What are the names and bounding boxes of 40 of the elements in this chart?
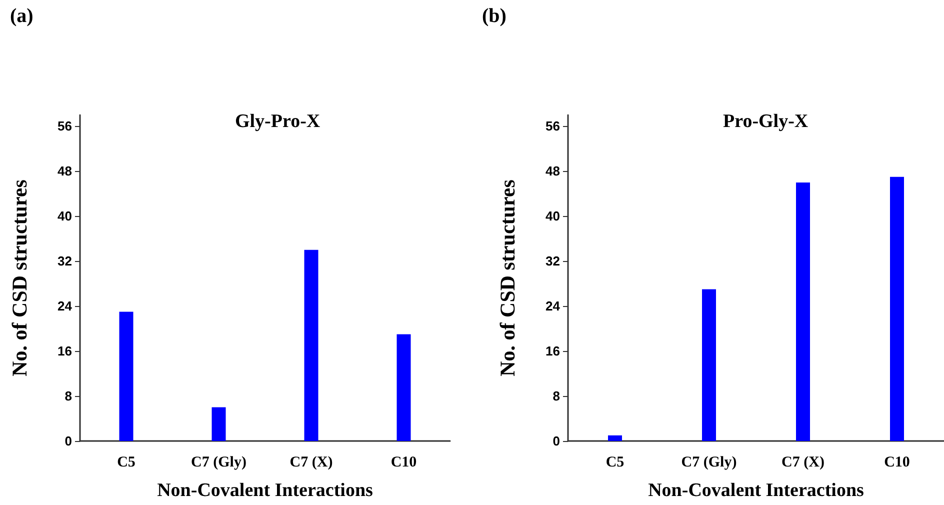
y-tick-label: 8 [552, 388, 560, 404]
y-tick-label: 24 [546, 298, 561, 314]
x-tick-label: C7 (Gly) [191, 454, 246, 470]
bar [796, 182, 810, 441]
chart-title: Pro-Gly-X [723, 111, 808, 132]
bar [702, 289, 716, 441]
y-tick-label: 48 [546, 164, 560, 179]
x-tick-label: C5 [606, 454, 624, 470]
x-tick-label: C7 (Gly) [681, 454, 737, 470]
x-tick-label: C7 (X) [290, 454, 333, 470]
y-tick-label: 32 [58, 254, 72, 269]
x-axis-title: Non-Covalent Interactions [157, 480, 373, 501]
y-tick-label: 40 [58, 208, 72, 224]
bar [396, 334, 411, 441]
y-tick-label: 56 [58, 118, 72, 134]
chart-title: Gly-Pro-X [235, 111, 320, 132]
bar [212, 407, 226, 441]
y-tick-label: 56 [546, 118, 560, 134]
y-tick-label: 40 [546, 208, 560, 224]
text: (b) [482, 5, 506, 27]
x-tick-label: C5 [117, 454, 136, 470]
bar [119, 312, 134, 441]
y-axis-title: No. of CSD structures [8, 180, 32, 376]
y-tick-label: 32 [546, 254, 560, 269]
y-tick-label: 0 [64, 434, 72, 448]
y-axis-title: No. of CSD structures [496, 180, 520, 376]
x-tick-label: C10 [884, 454, 910, 470]
y-tick-label: 24 [58, 298, 73, 314]
y-tick-label: 16 [546, 344, 560, 359]
bar [304, 250, 318, 441]
y-tick-label: 48 [58, 164, 72, 179]
x-tick-label: C10 [390, 454, 417, 470]
bar [890, 176, 904, 441]
y-tick-label: 16 [58, 344, 72, 359]
y-tick-label: 8 [64, 388, 72, 404]
bar [608, 435, 622, 441]
x-tick-label: C7 (X) [782, 454, 824, 470]
x-axis-title: Non-Covalent Interactions [648, 480, 864, 501]
text: (a) [10, 5, 34, 27]
y-tick-label: 0 [552, 434, 560, 448]
